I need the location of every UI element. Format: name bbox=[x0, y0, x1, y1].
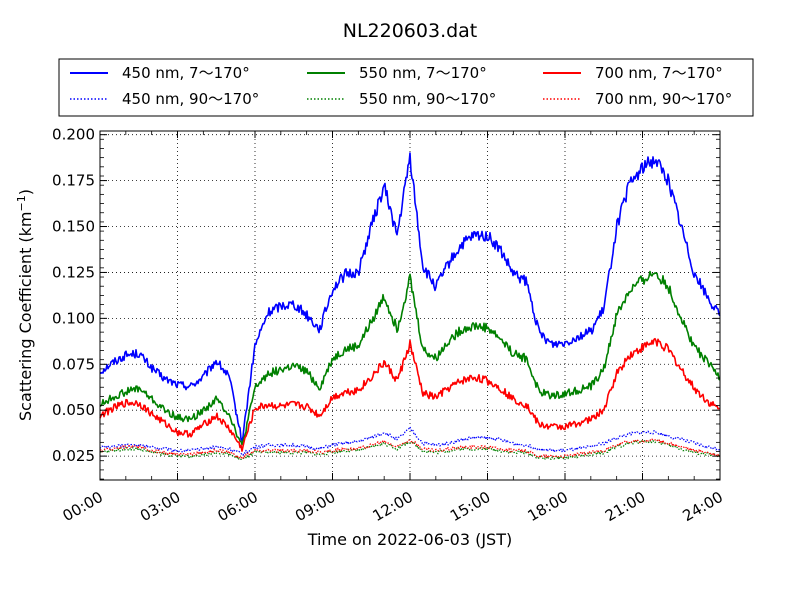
legend-label: 700 nm, 90～170° bbox=[595, 90, 732, 108]
y-axis-label-main: Scattering Coefficient (km bbox=[16, 211, 35, 421]
y-tick-label: 0.100 bbox=[52, 309, 95, 327]
series-layer bbox=[99, 152, 721, 461]
x-axis-label: Time on 2022-06-03 (JST) bbox=[307, 530, 512, 549]
y-tick-label: 0.125 bbox=[52, 263, 95, 281]
x-tick-label: 21:00 bbox=[602, 488, 648, 525]
legend-box bbox=[58, 58, 754, 117]
y-axis-label-exponent: −1 bbox=[15, 195, 28, 211]
y-tick-label: 0.075 bbox=[52, 355, 95, 373]
legend-label: 700 nm, 7～170° bbox=[595, 64, 723, 82]
series-line bbox=[99, 270, 721, 446]
y-axis-label: Scattering Coefficient (km−1) bbox=[15, 189, 35, 421]
series-line bbox=[99, 337, 721, 452]
legend-label: 450 nm, 90～170° bbox=[122, 90, 259, 108]
legend-label: 550 nm, 7～170° bbox=[359, 64, 487, 82]
x-tick-label: 00:00 bbox=[60, 488, 106, 525]
y-tick-label: 0.175 bbox=[52, 172, 95, 190]
x-tick-label: 06:00 bbox=[215, 488, 261, 525]
ticks: 0.025 0.050 0.075 0.100 0.125 0.150 0.175 0.200… bbox=[52, 126, 726, 525]
series-line bbox=[99, 439, 721, 461]
y-tick-label: 0.200 bbox=[52, 126, 95, 144]
x-tick-label: 24:00 bbox=[680, 488, 726, 525]
series-line bbox=[99, 152, 721, 442]
y-tick-label: 0.025 bbox=[52, 447, 95, 465]
chart-title: NL220603.dat bbox=[343, 20, 478, 42]
y-tick-label: 0.050 bbox=[52, 401, 95, 419]
x-tick-label: 12:00 bbox=[370, 488, 416, 525]
y-tick-label: 0.150 bbox=[52, 218, 95, 236]
x-tick-label: 09:00 bbox=[292, 488, 338, 525]
x-tick-label: 15:00 bbox=[447, 488, 493, 525]
x-tick-label: 18:00 bbox=[525, 488, 571, 525]
legend: 450 nm, 7～170° 550 nm, 7～170° 700 nm, 7～17… bbox=[58, 58, 754, 117]
y-axis-label-suffix: ) bbox=[16, 189, 35, 195]
legend-label: 550 nm, 90～170° bbox=[359, 90, 496, 108]
series-line bbox=[99, 426, 721, 456]
legend-label: 450 nm, 7～170° bbox=[122, 64, 250, 82]
x-tick-label: 03:00 bbox=[137, 488, 183, 525]
